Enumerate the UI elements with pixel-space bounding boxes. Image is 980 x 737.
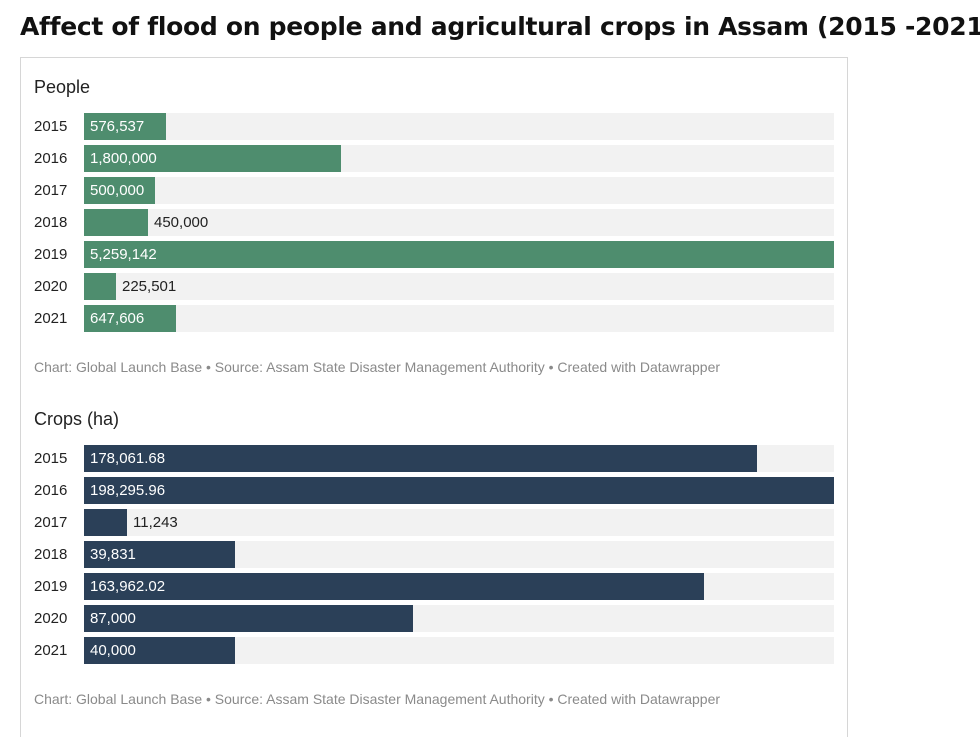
value-label: 450,000 — [154, 214, 209, 231]
value-label: 1,800,000 — [90, 150, 157, 167]
bar — [84, 541, 235, 568]
people-bar-row: 2015 576,537 — [34, 113, 834, 140]
crops-bar-row: 2016 198,295.96 — [34, 477, 834, 504]
bar — [84, 477, 834, 504]
value-label: 647,606 — [90, 310, 145, 327]
people-chart-footer: Chart: Global Launch Base • Source: Assa… — [34, 359, 721, 375]
value-label: 225,501 — [122, 278, 177, 295]
bar-track: 40,000 — [84, 637, 834, 664]
crops-bar-row: 2019 163,962.02 — [34, 573, 834, 600]
crops-chart-title: Crops (ha) — [34, 409, 120, 429]
crops-bar-row: 2020 87,000 — [34, 605, 834, 632]
category-label: 2017 — [34, 182, 68, 199]
category-label: 2015 — [34, 118, 68, 135]
crops-bar-row: 2015 178,061.68 — [34, 445, 834, 472]
value-label: 178,061.68 — [90, 450, 166, 467]
bar — [84, 509, 127, 536]
bar-track: 198,295.96 — [84, 477, 834, 504]
bar — [84, 637, 235, 664]
value-label: 576,537 — [90, 118, 145, 135]
value-label: 198,295.96 — [90, 482, 166, 499]
people-chart-title: People — [34, 77, 91, 97]
value-label: 5,259,142 — [90, 246, 157, 263]
bar-track: 178,061.68 — [84, 445, 834, 472]
category-label: 2020 — [34, 610, 68, 627]
value-label: 40,000 — [90, 642, 136, 659]
bar — [84, 445, 757, 472]
bar-track: 5,259,142 — [84, 241, 834, 268]
page-title: Affect of flood on people and agricultur… — [20, 12, 980, 41]
bar — [84, 273, 116, 300]
bar-track: 87,000 — [84, 605, 834, 632]
crops-bar-row: 2018 39,831 — [34, 541, 834, 568]
category-label: 2016 — [34, 482, 68, 499]
bar-track: 1,800,000 — [84, 145, 834, 172]
people-bar-row: 2021 647,606 — [34, 305, 834, 332]
category-label: 2019 — [34, 578, 68, 595]
value-label: 163,962.02 — [90, 578, 166, 595]
bar-track: 647,606 — [84, 305, 834, 332]
people-bar-row: 2017 500,000 — [34, 177, 834, 204]
bar-track: 450,000 — [84, 209, 834, 236]
crops-bar-row: 2021 40,000 — [34, 637, 834, 664]
bar — [84, 177, 155, 204]
value-label: 11,243 — [133, 514, 178, 531]
category-label: 2018 — [34, 214, 68, 231]
bar-track: 500,000 — [84, 177, 834, 204]
bar-track: 576,537 — [84, 113, 834, 140]
value-label: 39,831 — [90, 546, 136, 563]
crops-chart-footer: Chart: Global Launch Base • Source: Assa… — [34, 691, 721, 707]
bar — [84, 305, 176, 332]
bar — [84, 573, 704, 600]
category-label: 2021 — [34, 310, 68, 327]
category-label: 2016 — [34, 150, 68, 167]
category-label: 2020 — [34, 278, 68, 295]
category-label: 2021 — [34, 642, 68, 659]
category-label: 2019 — [34, 246, 68, 263]
bar — [84, 241, 834, 268]
bar — [84, 145, 341, 172]
bar-track: 225,501 — [84, 273, 834, 300]
bar-track: 39,831 — [84, 541, 834, 568]
people-bar-row: 2018 450,000 — [34, 209, 834, 236]
people-bar-row: 2016 1,800,000 — [34, 145, 834, 172]
bar-track: 163,962.02 — [84, 573, 834, 600]
value-label: 87,000 — [90, 610, 136, 627]
value-label: 500,000 — [90, 182, 145, 199]
category-label: 2018 — [34, 546, 68, 563]
people-bar-row: 2020 225,501 — [34, 273, 834, 300]
category-label: 2017 — [34, 514, 68, 531]
crops-bar-row: 2017 11,243 — [34, 509, 834, 536]
category-label: 2015 — [34, 450, 68, 467]
bar — [84, 605, 413, 632]
people-bar-row: 2019 5,259,142 — [34, 241, 834, 268]
bar — [84, 113, 166, 140]
bar-track: 11,243 — [84, 509, 834, 536]
bar — [84, 209, 148, 236]
